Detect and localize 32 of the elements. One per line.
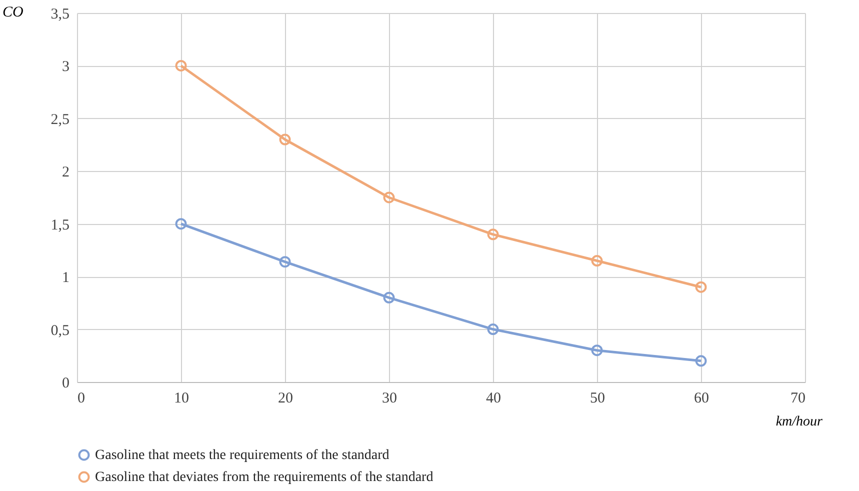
x-tick-label: 40 [486,390,501,406]
y-axis-title: CO [2,4,24,20]
y-tick-label: 1 [62,270,70,286]
y-tick-label: 0,5 [50,322,70,339]
x-tick-label: 60 [694,390,709,406]
y-tick-label: 3,5 [50,6,70,22]
point [487,324,499,336]
point [591,344,603,356]
x-tick-label: 10 [174,390,189,406]
point [383,292,395,304]
y-tick-label: 2,5 [50,112,70,128]
point [175,60,187,72]
point [695,355,707,367]
legend-label: Gasoline that deviates from the requirements of the standard [95,470,434,485]
y-tick-label: 1,5 [50,217,70,234]
x-tick-label: 30 [382,390,397,406]
y-tick-label: 0 [62,376,70,392]
x-axis-title: km/hour [776,414,824,430]
point [591,255,603,266]
x-tick-label: 0 [78,390,85,406]
legend-label: Gasoline that meets the requirements of the standard [95,448,390,463]
x-tick-label: 50 [590,390,605,406]
x-tick-label: 70 [790,390,806,406]
point [279,256,291,268]
point [279,134,291,146]
point [487,228,499,240]
point [175,218,187,230]
point [695,281,707,293]
y-tick-label: 3 [62,59,70,76]
point [383,192,395,204]
x-tick-label: 20 [278,390,293,406]
y-tick-label: 2 [62,164,70,181]
